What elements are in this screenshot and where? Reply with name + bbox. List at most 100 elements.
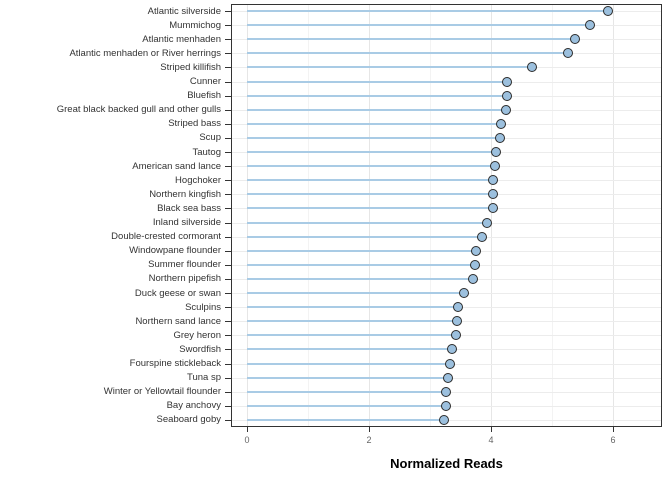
lollipop-segment bbox=[247, 179, 493, 181]
y-axis-category-label: Black sea bass bbox=[157, 203, 221, 214]
lollipop-segment bbox=[247, 81, 507, 83]
lollipop-segment bbox=[247, 348, 452, 350]
x-axis-tick-label: 4 bbox=[488, 435, 494, 445]
data-point bbox=[443, 373, 453, 383]
data-point bbox=[496, 119, 506, 129]
data-point bbox=[490, 161, 500, 171]
y-axis-tick bbox=[225, 53, 231, 54]
x-axis-tick-label: 2 bbox=[366, 435, 372, 445]
y-axis-category-label: Seaboard goby bbox=[156, 414, 221, 425]
lollipop-segment bbox=[247, 137, 500, 139]
y-axis-tick bbox=[225, 110, 231, 111]
data-point bbox=[445, 359, 455, 369]
lollipop-segment bbox=[247, 292, 464, 294]
x-axis-tick bbox=[613, 427, 614, 432]
y-axis-tick bbox=[225, 67, 231, 68]
y-axis-category-label: Summer flounder bbox=[148, 259, 221, 270]
lollipop-segment bbox=[247, 165, 495, 167]
lollipop-segment bbox=[247, 193, 493, 195]
x-axis-tick bbox=[369, 427, 370, 432]
x-axis-tick-label: 0 bbox=[244, 435, 250, 445]
y-axis-tick bbox=[225, 208, 231, 209]
x-axis-tick bbox=[491, 427, 492, 432]
lollipop-segment bbox=[247, 250, 476, 252]
y-axis-tick bbox=[225, 11, 231, 12]
y-axis-category-label: Fourspine stickleback bbox=[129, 358, 221, 369]
y-axis-tick bbox=[225, 307, 231, 308]
y-axis-tick bbox=[225, 293, 231, 294]
y-axis-category-label: Northern sand lance bbox=[135, 316, 221, 327]
y-axis-tick bbox=[225, 152, 231, 153]
y-axis-tick bbox=[225, 378, 231, 379]
data-point bbox=[491, 147, 501, 157]
gridline-vertical-major bbox=[613, 4, 614, 427]
y-axis-tick bbox=[225, 349, 231, 350]
data-point bbox=[471, 246, 481, 256]
y-axis-tick bbox=[225, 180, 231, 181]
lollipop-segment bbox=[247, 264, 475, 266]
lollipop-segment bbox=[247, 334, 456, 336]
data-point bbox=[439, 415, 449, 425]
y-axis-category-label: Sculpins bbox=[185, 302, 221, 313]
y-axis-tick bbox=[225, 166, 231, 167]
y-axis-tick bbox=[225, 420, 231, 421]
x-axis-tick bbox=[247, 427, 248, 432]
data-point bbox=[452, 316, 462, 326]
y-axis-category-label: Inland silverside bbox=[152, 217, 221, 228]
y-axis-category-label: Tuna sp bbox=[187, 372, 221, 383]
y-axis-tick bbox=[225, 124, 231, 125]
y-axis-tick bbox=[225, 96, 231, 97]
data-point bbox=[453, 302, 463, 312]
data-point bbox=[570, 34, 580, 44]
lollipop-segment bbox=[247, 52, 568, 54]
x-axis-title: Normalized Reads bbox=[390, 456, 503, 471]
y-axis-category-label: Northern kingfish bbox=[149, 189, 221, 200]
y-axis-category-label: Atlantic menhaden or River herrings bbox=[69, 48, 221, 59]
y-axis-category-label: Scup bbox=[199, 132, 221, 143]
y-axis-tick bbox=[225, 364, 231, 365]
y-axis-tick bbox=[225, 321, 231, 322]
data-point bbox=[470, 260, 480, 270]
data-point bbox=[502, 77, 512, 87]
data-point bbox=[527, 62, 537, 72]
lollipop-segment bbox=[247, 306, 458, 308]
data-point bbox=[447, 344, 457, 354]
y-axis-category-label: Hogchoker bbox=[175, 175, 221, 186]
lollipop-segment bbox=[247, 377, 448, 379]
y-axis-category-label: American sand lance bbox=[132, 161, 221, 172]
y-axis-category-label: Tautog bbox=[192, 147, 221, 158]
data-point bbox=[502, 91, 512, 101]
x-axis-tick-label: 6 bbox=[610, 435, 616, 445]
y-axis-category-label: Bluefish bbox=[187, 90, 221, 101]
y-axis-category-label: Winter or Yellowtail flounder bbox=[103, 386, 221, 397]
y-axis-category-label: Northern pipefish bbox=[148, 273, 221, 284]
y-axis-category-label: Striped bass bbox=[168, 118, 221, 129]
lollipop-segment bbox=[247, 123, 501, 125]
gridline-vertical-major bbox=[247, 4, 248, 427]
y-axis-category-label: Swordfish bbox=[179, 344, 221, 355]
gridline-vertical-minor bbox=[430, 4, 431, 427]
y-axis-category-label: Grey heron bbox=[173, 330, 221, 341]
data-point bbox=[477, 232, 487, 242]
lollipop-segment bbox=[247, 95, 507, 97]
lollipop-segment bbox=[247, 278, 473, 280]
y-axis-tick bbox=[225, 223, 231, 224]
y-axis-tick bbox=[225, 279, 231, 280]
data-point bbox=[488, 203, 498, 213]
y-axis-tick bbox=[225, 265, 231, 266]
gridline-vertical-major bbox=[491, 4, 492, 427]
data-point bbox=[441, 401, 451, 411]
gridline-vertical-minor bbox=[308, 4, 309, 427]
y-axis-tick bbox=[225, 392, 231, 393]
data-point bbox=[501, 105, 511, 115]
y-axis-category-label: Bay anchovy bbox=[166, 400, 221, 411]
lollipop-segment bbox=[247, 363, 450, 365]
gridline-vertical-major bbox=[369, 4, 370, 427]
data-point bbox=[585, 20, 595, 30]
y-axis-tick bbox=[225, 138, 231, 139]
y-axis-category-label: Double-crested cormorant bbox=[111, 231, 221, 242]
y-axis-tick bbox=[225, 25, 231, 26]
data-point bbox=[459, 288, 469, 298]
y-axis-category-label: Great black backed gull and other gulls bbox=[56, 104, 221, 115]
y-axis-category-label: Mummichog bbox=[169, 20, 221, 31]
